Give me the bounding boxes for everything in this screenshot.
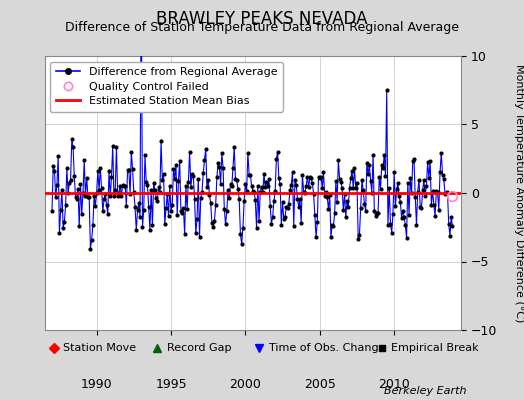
Text: Station Move: Station Move xyxy=(63,342,136,353)
Legend: Difference from Regional Average, Quality Control Failed, Estimated Station Mean: Difference from Regional Average, Qualit… xyxy=(50,62,283,112)
Text: 2005: 2005 xyxy=(304,378,336,391)
Text: Empirical Break: Empirical Break xyxy=(391,342,479,353)
Text: 1995: 1995 xyxy=(155,378,187,391)
Text: Berkeley Earth: Berkeley Earth xyxy=(384,386,466,396)
Text: Record Gap: Record Gap xyxy=(167,342,231,353)
Text: 1990: 1990 xyxy=(81,378,113,391)
Text: 2010: 2010 xyxy=(378,378,410,391)
Text: BRAWLEY PEAKS NEVADA: BRAWLEY PEAKS NEVADA xyxy=(156,10,368,28)
Text: Time of Obs. Change: Time of Obs. Change xyxy=(269,342,385,353)
Y-axis label: Monthly Temperature Anomaly Difference (°C): Monthly Temperature Anomaly Difference (… xyxy=(514,64,524,322)
Text: 2000: 2000 xyxy=(230,378,261,391)
Text: Difference of Station Temperature Data from Regional Average: Difference of Station Temperature Data f… xyxy=(65,21,459,34)
